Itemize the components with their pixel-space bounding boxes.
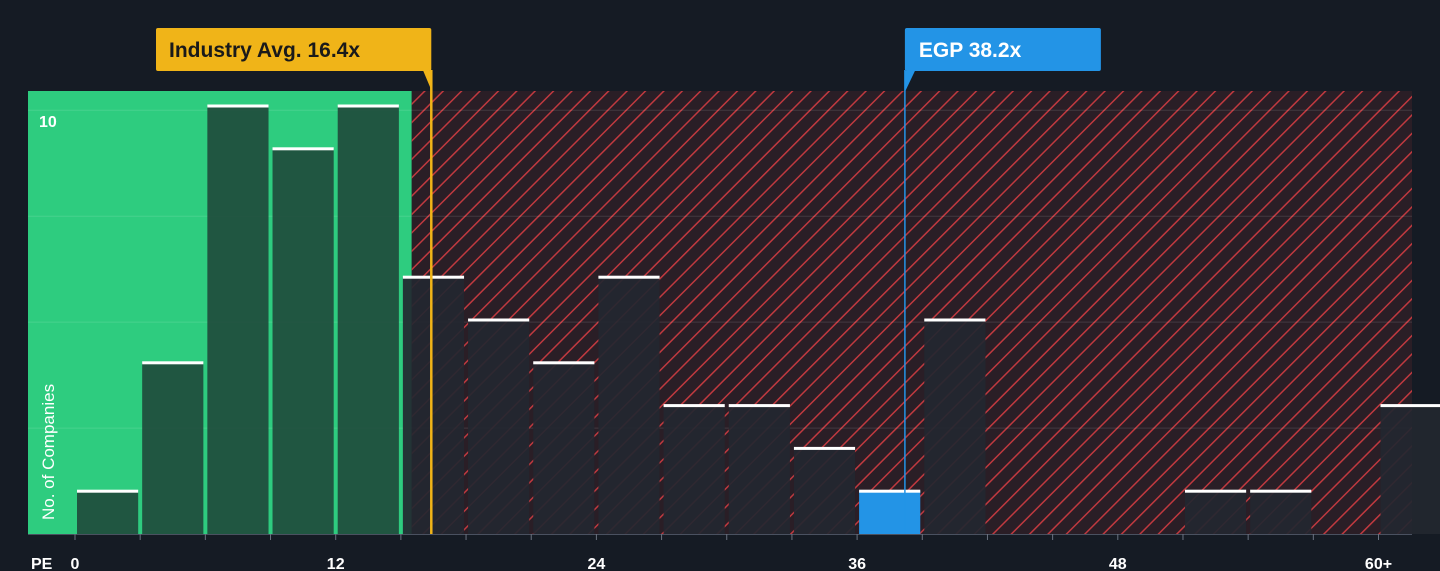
y-axis-label: No. of Companies [39,384,58,520]
histogram-bar [1184,491,1247,534]
histogram-bar [924,320,986,534]
x-tick-label: 36 [848,556,866,571]
histogram-bar-cap [728,404,790,408]
histogram-bar [77,491,139,534]
company-pe-flag-tail [904,71,915,92]
histogram-bar-cap [1380,404,1440,408]
histogram-bar-cap [402,275,465,279]
histogram-bar [728,405,790,534]
histogram-bar-cap [793,446,856,450]
histogram-bar [1250,491,1312,534]
histogram-bar [859,491,921,534]
histogram-bar-cap [1184,489,1247,493]
histogram-bar-cap [598,275,660,279]
x-tick-label: 24 [588,556,606,571]
histogram-bar-cap [272,147,334,151]
histogram-bar-cap [142,361,204,365]
y-tick-label: 10 [39,114,57,131]
histogram-bar [272,148,334,535]
company-pe-flag [904,28,1101,71]
histogram-bar [793,448,856,534]
histogram-bar [142,362,204,534]
histogram-bar-cap [337,104,399,108]
histogram-bar [663,405,725,534]
x-tick-label: 48 [1109,556,1127,571]
x-tick-label: 0 [71,556,80,571]
x-tick-label: 12 [327,556,345,571]
histogram-bar [533,362,595,534]
histogram-bar-cap [533,361,595,365]
histogram-bar-cap [859,489,921,493]
histogram-bar [402,277,465,534]
industry-avg-flag-tail [423,71,432,90]
histogram-bar [598,277,660,534]
histogram-bar-cap [924,318,986,322]
histogram-bar [468,320,530,534]
histogram-bar [207,106,269,534]
histogram-bar-cap [1250,489,1312,493]
industry-avg-label: Industry Avg. 16.4x [169,39,360,62]
x-axis-label: PE [31,556,53,571]
histogram-bar-cap [77,489,139,493]
histogram-bar-cap [207,104,269,108]
x-tick-label: 60+ [1365,556,1392,571]
company-pe-label: EGP 38.2x [919,39,1022,62]
histogram-bar [1380,405,1440,534]
histogram-bar [337,106,399,534]
industry-avg-flag [156,28,432,71]
histogram-bar-cap [663,404,725,408]
histogram-bar-cap [468,318,530,322]
